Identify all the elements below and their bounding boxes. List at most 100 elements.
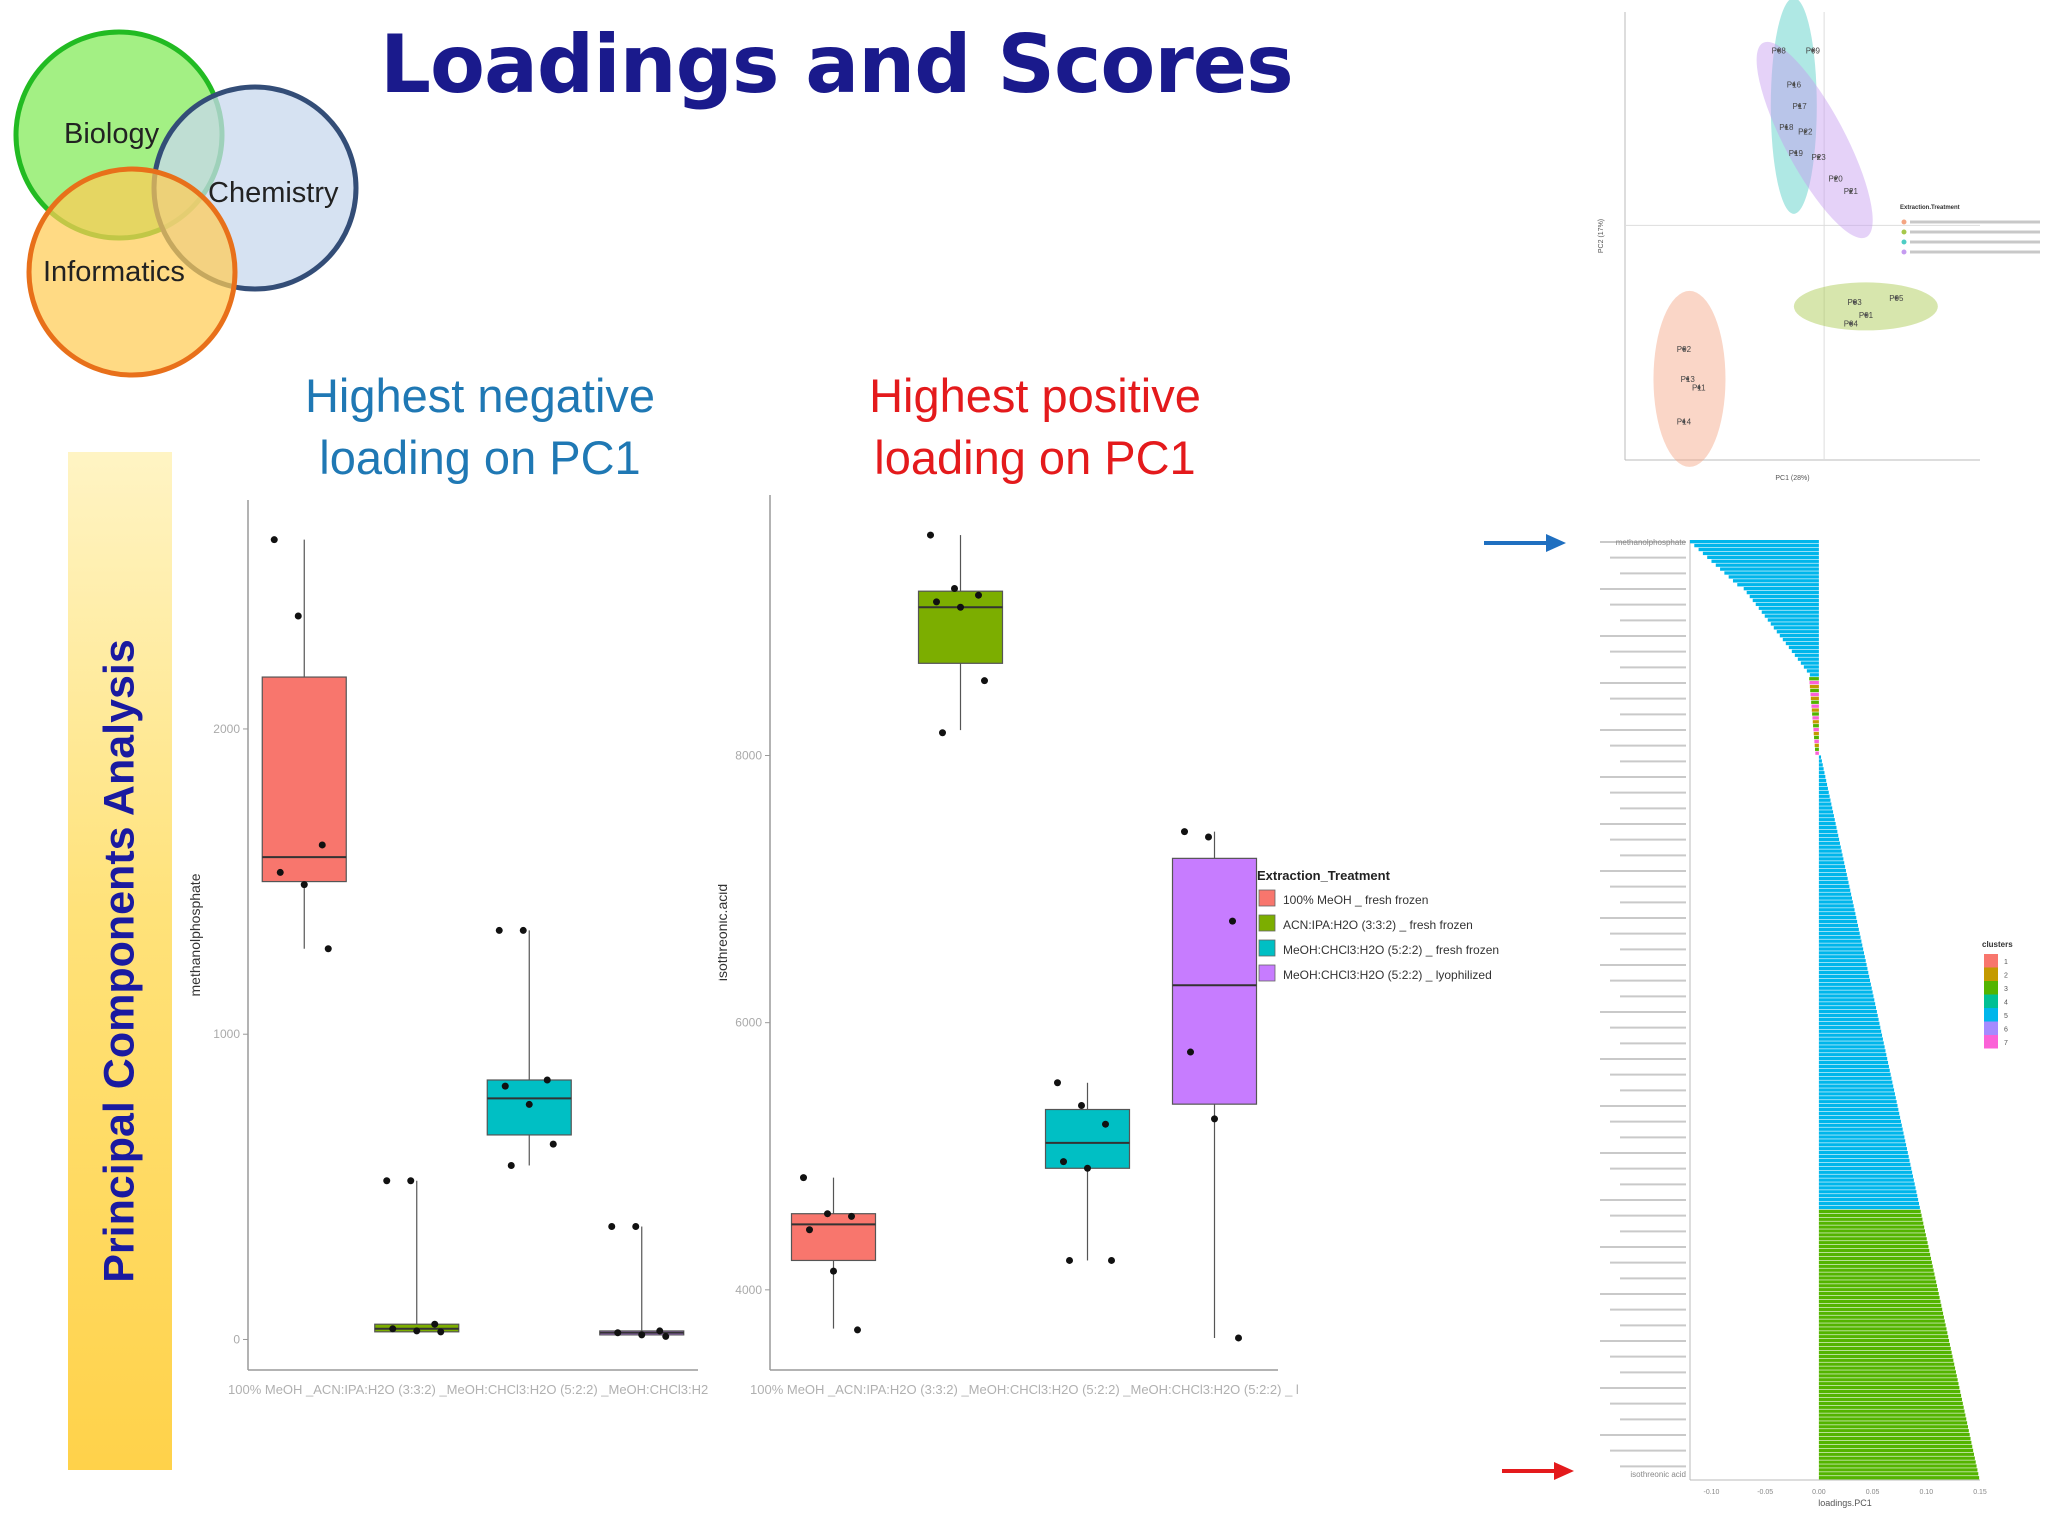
loading-bar bbox=[1818, 896, 1852, 900]
loading-bar bbox=[1809, 677, 1819, 681]
data-point bbox=[632, 1223, 640, 1231]
loading-bar bbox=[1818, 1311, 1944, 1315]
loading-bar bbox=[1818, 853, 1843, 857]
loading-bar bbox=[1818, 1135, 1905, 1139]
loading-bar bbox=[1818, 1472, 1979, 1476]
score-point bbox=[1685, 377, 1690, 381]
loading-bar bbox=[1818, 1386, 1960, 1390]
data-point bbox=[638, 1331, 646, 1339]
score-point-label: P04 bbox=[1844, 319, 1859, 328]
legend-entry-1: 100% MeOH _ fresh frozen bbox=[1283, 893, 1428, 907]
clusters-legend-swatch bbox=[1984, 981, 1998, 995]
loading-bar bbox=[1776, 630, 1819, 634]
box-1 bbox=[261, 676, 347, 883]
box-1 bbox=[790, 1213, 877, 1262]
loading-bar bbox=[1818, 1476, 1980, 1480]
data-point bbox=[543, 1076, 551, 1084]
loading-bar bbox=[1809, 684, 1819, 689]
loading-bar bbox=[1728, 575, 1819, 579]
data-point bbox=[525, 1100, 533, 1108]
data-point bbox=[933, 598, 940, 606]
loading-bar bbox=[1818, 1464, 1977, 1468]
loading-bar bbox=[1818, 951, 1864, 955]
data-point bbox=[848, 1212, 855, 1220]
loading-bar bbox=[1818, 1292, 1939, 1296]
score-point bbox=[1784, 125, 1788, 129]
loading-bar bbox=[1818, 1205, 1920, 1210]
loading-bar bbox=[1797, 657, 1819, 661]
score-point-label: P17 bbox=[1792, 102, 1807, 111]
loading-bar bbox=[1818, 994, 1874, 998]
loading-bar bbox=[1818, 763, 1823, 767]
score-point bbox=[1803, 129, 1807, 134]
loading-bar bbox=[1811, 708, 1819, 712]
loading-bar bbox=[1818, 1276, 1936, 1280]
loading-bar bbox=[1818, 923, 1858, 928]
loading-bar bbox=[1818, 1342, 1950, 1347]
loading-bar bbox=[1782, 637, 1819, 642]
loading-bar bbox=[1818, 1280, 1937, 1284]
loading-bar bbox=[1752, 598, 1819, 603]
clusters-legend-swatch bbox=[1984, 994, 1998, 1008]
score-ellipse-1 bbox=[1653, 290, 1726, 467]
loading-bar bbox=[1818, 1021, 1880, 1026]
loading-bar bbox=[1818, 849, 1842, 853]
page-title: Loadings and Scores bbox=[380, 18, 1294, 111]
loading-bar bbox=[1818, 1100, 1897, 1104]
data-point bbox=[270, 536, 278, 544]
loading-bar bbox=[1818, 1397, 1962, 1402]
legend-swatch-1 bbox=[1258, 889, 1276, 907]
score-point bbox=[1864, 313, 1868, 317]
loading-bar bbox=[1818, 1425, 1968, 1429]
loading-bar bbox=[1818, 970, 1869, 975]
loading-bar bbox=[1818, 782, 1828, 787]
loading-bar bbox=[1818, 1013, 1878, 1018]
arrow-bottom-head bbox=[1554, 1462, 1574, 1480]
loading-bar bbox=[1809, 673, 1819, 677]
loading-bar bbox=[1788, 645, 1819, 650]
loading-bar bbox=[1818, 1260, 1932, 1264]
loading-bar bbox=[1818, 1272, 1935, 1276]
loading-bar bbox=[1818, 790, 1829, 794]
loading-bar bbox=[1818, 1382, 1959, 1386]
clusters-legend-swatch bbox=[1984, 1035, 1998, 1049]
loading-bar bbox=[1818, 1170, 1913, 1174]
loading-bar bbox=[1779, 634, 1819, 638]
clusters-legend-title: clusters bbox=[1982, 940, 2013, 949]
loading-bar bbox=[1818, 1209, 1921, 1214]
score-ellipse-4 bbox=[1756, 41, 1873, 239]
data-point bbox=[1187, 1048, 1194, 1056]
data-point bbox=[318, 841, 326, 849]
y-tick-label: 4000 bbox=[735, 1283, 762, 1297]
loading-bar bbox=[1818, 955, 1865, 959]
data-point bbox=[1181, 828, 1188, 836]
loading-bar bbox=[1818, 1229, 1926, 1233]
y-tick-label: 2000 bbox=[213, 722, 240, 736]
loading-bar bbox=[1818, 1151, 1908, 1155]
loading-bar bbox=[1818, 986, 1872, 990]
bars-x-label: loadings.PC1 bbox=[1818, 1498, 1872, 1508]
arrow-top-head bbox=[1546, 534, 1566, 552]
loading-bar bbox=[1818, 1154, 1909, 1159]
loading-bar bbox=[1818, 810, 1834, 814]
loading-bar bbox=[1812, 712, 1819, 716]
loading-bar bbox=[1715, 563, 1819, 567]
loading-bar bbox=[1818, 1080, 1893, 1084]
data-point bbox=[957, 603, 964, 611]
score-ellipse-2 bbox=[1793, 282, 1938, 331]
loading-bar bbox=[1818, 1076, 1892, 1080]
loading-bar bbox=[1818, 1131, 1904, 1135]
loading-bar bbox=[1818, 1166, 1912, 1170]
loading-bar bbox=[1818, 1374, 1957, 1378]
score-point-label: P13 bbox=[1681, 375, 1696, 384]
loading-bar bbox=[1818, 767, 1824, 771]
loading-bar bbox=[1818, 1049, 1886, 1053]
bars-x-tick-label: 0.10 bbox=[1919, 1489, 1933, 1496]
loading-bar bbox=[1818, 1370, 1956, 1374]
score-point-label: P02 bbox=[1677, 345, 1692, 354]
pca-side-label: Principal Components Analysis bbox=[95, 639, 144, 1283]
bars-x-tick-label: -0.05 bbox=[1757, 1489, 1773, 1496]
loading-bar bbox=[1818, 1107, 1899, 1112]
clusters-legend-entry: 5 bbox=[2004, 1013, 2008, 1020]
loading-bar bbox=[1818, 1346, 1951, 1351]
